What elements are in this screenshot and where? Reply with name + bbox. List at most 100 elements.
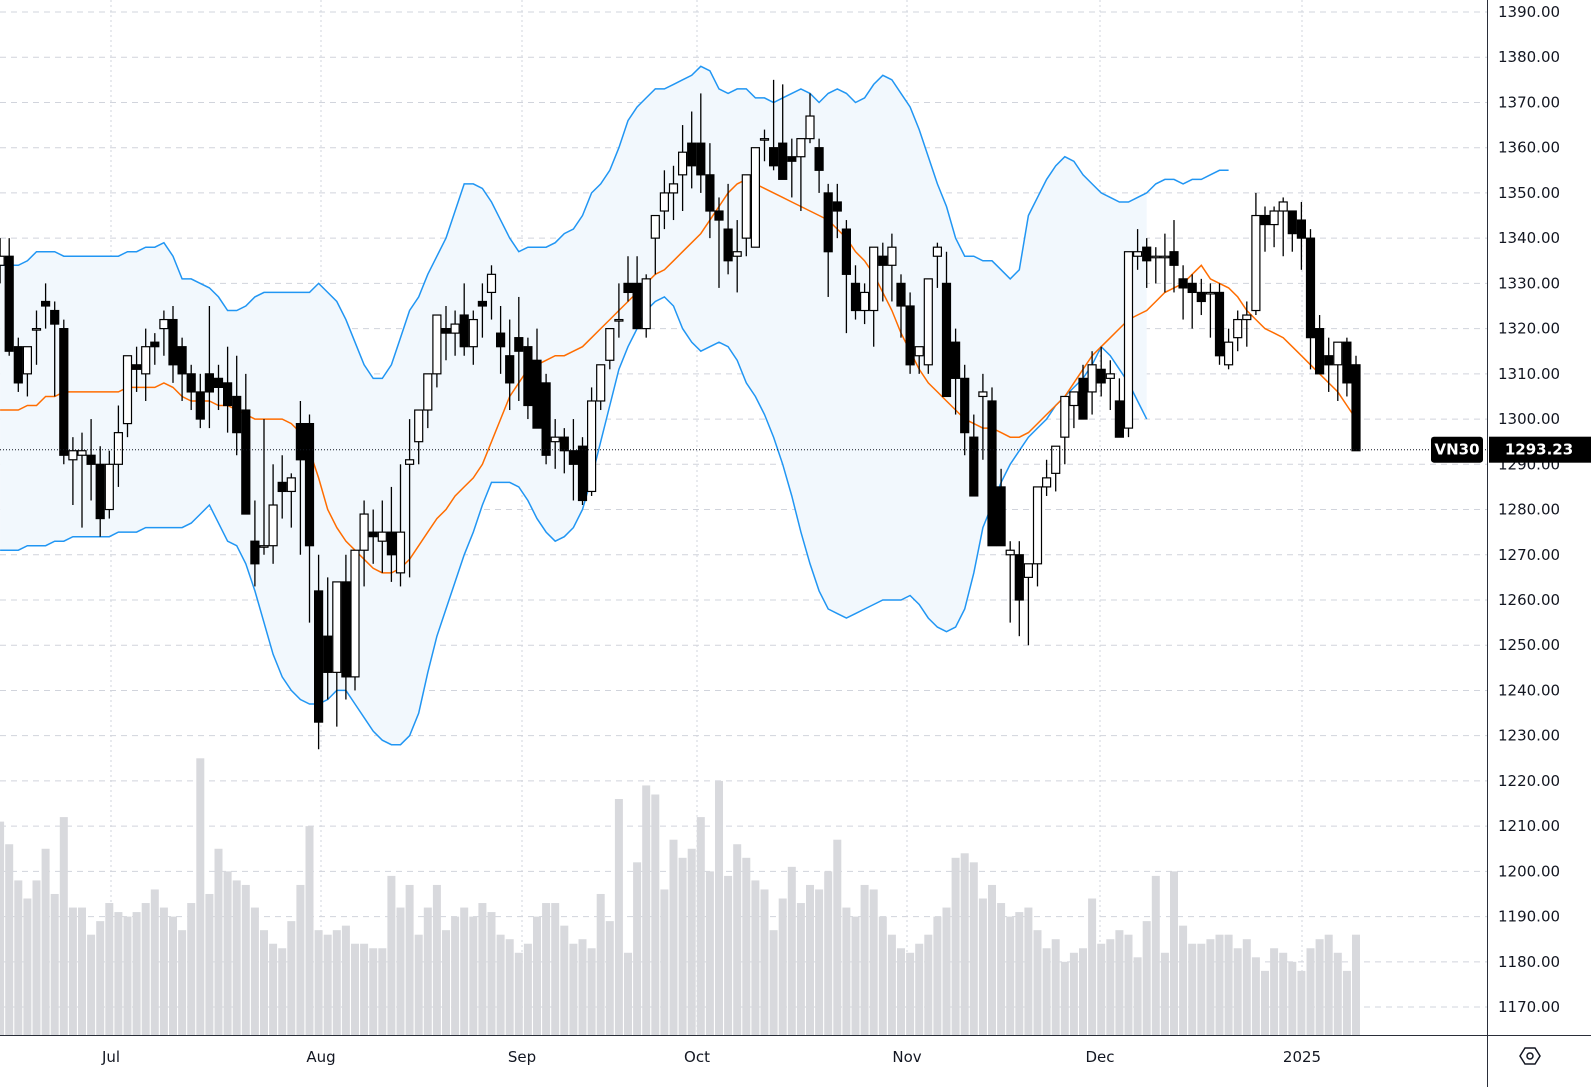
price-tick-label: 1200.00 bbox=[1498, 862, 1560, 880]
candle bbox=[204, 305, 214, 429]
volume-bar bbox=[159, 907, 168, 1035]
candle bbox=[1142, 238, 1152, 288]
volume-bar bbox=[642, 785, 651, 1035]
volume-bar bbox=[787, 866, 796, 1035]
price-tick-label: 1240.00 bbox=[1498, 681, 1560, 699]
candle bbox=[768, 79, 779, 171]
candle bbox=[1014, 541, 1024, 637]
bollinger-upper-line bbox=[0, 65, 1229, 380]
volume-bar bbox=[760, 889, 769, 1035]
volume-bar bbox=[223, 871, 232, 1035]
candle bbox=[759, 129, 770, 162]
price-tick-label: 1170.00 bbox=[1498, 998, 1560, 1016]
candle bbox=[295, 400, 305, 555]
time-axis[interactable]: Jul Aug Sep Oct Nov Dec 2025 bbox=[101, 1048, 1321, 1066]
volume-bar bbox=[523, 943, 532, 1035]
candle bbox=[405, 419, 415, 578]
candle bbox=[677, 125, 688, 212]
candle bbox=[1242, 301, 1252, 347]
volume-bar bbox=[833, 839, 842, 1035]
volume-bar bbox=[605, 921, 614, 1035]
price-candles bbox=[0, 79, 1361, 750]
volume-bar bbox=[260, 930, 268, 1035]
candle bbox=[1169, 220, 1179, 293]
volume-bar bbox=[196, 758, 205, 1035]
candle bbox=[1060, 395, 1070, 465]
candle bbox=[941, 251, 952, 398]
volume-bar bbox=[887, 934, 896, 1035]
volume-bar bbox=[1115, 930, 1124, 1035]
volume-bar bbox=[487, 912, 496, 1035]
volume-bar bbox=[915, 943, 924, 1035]
candle bbox=[1296, 201, 1307, 270]
volume-bar bbox=[796, 903, 805, 1035]
candle bbox=[641, 274, 651, 338]
volume-bar bbox=[842, 907, 851, 1035]
candle bbox=[514, 296, 524, 401]
volume-bar bbox=[68, 907, 77, 1035]
volume-bar bbox=[778, 898, 787, 1035]
volume-bar bbox=[1197, 943, 1206, 1035]
volume-bar bbox=[250, 907, 259, 1035]
volume-bar bbox=[50, 893, 59, 1035]
volume-bar bbox=[951, 857, 960, 1035]
price-tick-label: 1180.00 bbox=[1498, 953, 1560, 971]
volume-bar bbox=[232, 880, 241, 1035]
volume-bar bbox=[806, 884, 814, 1035]
volume-bar bbox=[1069, 952, 1078, 1035]
volume-bar bbox=[1315, 939, 1324, 1035]
candle bbox=[159, 310, 169, 356]
volume-bar bbox=[1342, 970, 1351, 1035]
volume-bars bbox=[0, 758, 1360, 1035]
candle bbox=[496, 305, 506, 374]
volume-bar bbox=[960, 853, 969, 1035]
candle bbox=[741, 174, 751, 257]
volume-bar bbox=[414, 934, 423, 1035]
candle bbox=[332, 581, 342, 727]
candle bbox=[350, 549, 360, 691]
candle bbox=[4, 238, 14, 356]
volume-bar bbox=[150, 889, 159, 1035]
volume-bar bbox=[1097, 943, 1106, 1035]
volume-bar bbox=[942, 907, 951, 1035]
candle bbox=[960, 364, 970, 456]
time-tick-label: Aug bbox=[306, 1048, 335, 1066]
candle bbox=[1251, 192, 1261, 316]
price-axis[interactable]: 1390.00 1380.00 1370.00 1360.00 1350.00 1340.… bbox=[1498, 3, 1560, 1016]
volume-bar bbox=[87, 934, 96, 1035]
volume-bar bbox=[1015, 912, 1024, 1035]
volume-bar bbox=[423, 907, 432, 1035]
volume-bar bbox=[314, 930, 323, 1035]
volume-bar bbox=[596, 893, 605, 1035]
volume-bar bbox=[1060, 961, 1069, 1035]
volume-bar bbox=[269, 943, 278, 1035]
volume-bar bbox=[924, 934, 933, 1035]
candle bbox=[150, 333, 160, 365]
candle bbox=[1041, 459, 1052, 496]
volume-bar bbox=[651, 794, 660, 1035]
candle bbox=[778, 84, 788, 180]
candle bbox=[532, 328, 542, 429]
volume-bar bbox=[214, 848, 223, 1035]
volume-bar bbox=[387, 875, 396, 1035]
candle bbox=[386, 486, 396, 582]
candle bbox=[1187, 274, 1197, 329]
price-tick-label: 1190.00 bbox=[1498, 908, 1560, 926]
candle bbox=[869, 246, 879, 347]
hexagon-settings-icon[interactable] bbox=[1519, 1047, 1541, 1065]
volume-bar bbox=[614, 799, 623, 1035]
volume-bar bbox=[241, 884, 250, 1035]
volume-bar bbox=[23, 898, 32, 1035]
time-tick-label: Sep bbox=[508, 1048, 536, 1066]
volume-bar bbox=[1333, 952, 1342, 1035]
candle bbox=[1305, 229, 1316, 370]
candle bbox=[878, 242, 888, 302]
candle bbox=[213, 364, 224, 411]
price-tick-label: 1320.00 bbox=[1498, 320, 1560, 338]
volume-bar bbox=[469, 916, 478, 1035]
volume-bar bbox=[1261, 970, 1269, 1035]
candle bbox=[1069, 391, 1079, 429]
volume-bar bbox=[514, 952, 523, 1035]
candle bbox=[59, 319, 69, 465]
